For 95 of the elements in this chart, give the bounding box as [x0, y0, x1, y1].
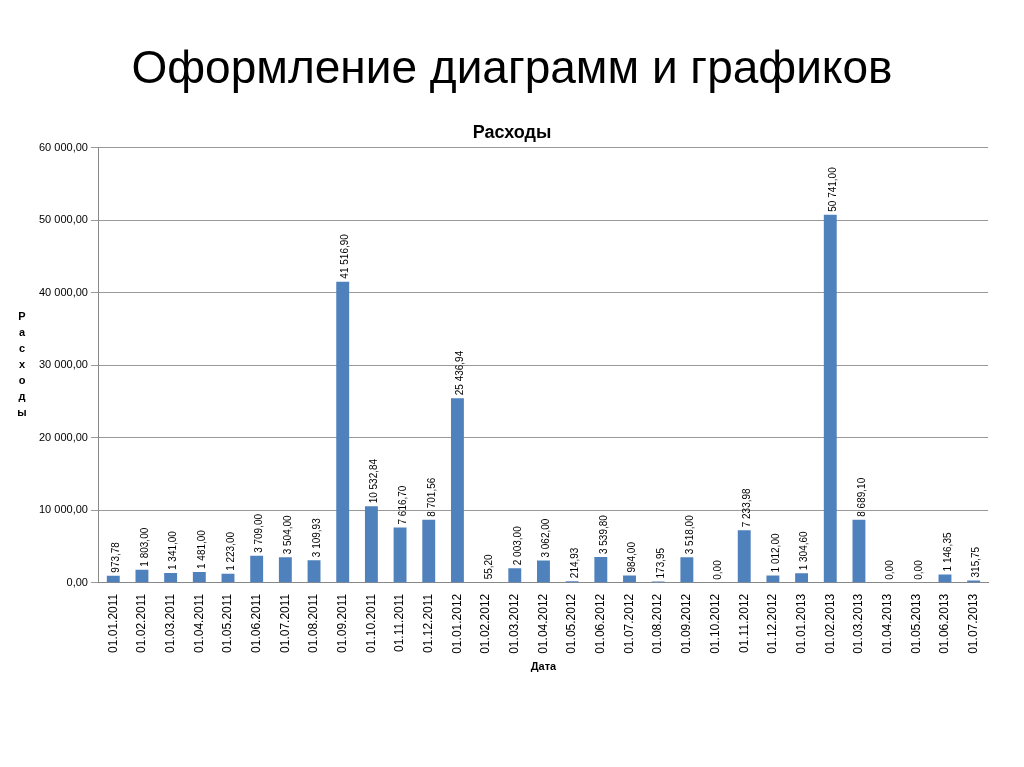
x-tick-label: 01.10.2011 [363, 593, 378, 653]
x-tick-label: 01.09.2012 [679, 593, 694, 654]
data-label: 0,00 [712, 559, 724, 580]
data-label: 1 146,35 [941, 532, 953, 572]
bar [192, 572, 206, 583]
data-label: 3 109,93 [310, 517, 322, 558]
x-tick-label: 01.07.2012 [621, 593, 636, 654]
y-tick-label: 0,00 [66, 575, 88, 588]
data-label: 10 532,84 [368, 458, 380, 504]
data-label: 1 223,00 [224, 531, 236, 571]
x-tick-label: 01.03.2013 [851, 593, 866, 654]
x-tick-label: 01.04.2012 [535, 593, 550, 654]
bar [307, 560, 321, 583]
x-tick-label: 01.04.2013 [879, 593, 894, 654]
x-axis-title: Дата [530, 660, 558, 673]
bar [623, 575, 636, 583]
data-label: 3 518,00 [683, 514, 695, 555]
x-tick-label: 01.09.2011 [335, 593, 350, 653]
data-label: 3 062,00 [540, 518, 552, 558]
bar [250, 555, 264, 583]
y-axis-title: Расходы [17, 310, 27, 419]
bar [450, 398, 464, 583]
data-label: 973,78 [110, 541, 122, 573]
bar [364, 506, 378, 583]
bar [594, 557, 608, 583]
x-tick-label: 01.03.2011 [162, 593, 177, 653]
bar [336, 281, 350, 583]
y-tick-label: 60 000,00 [39, 140, 88, 153]
x-tick-label: 01.01.2012 [449, 593, 464, 654]
data-label: 2 003,00 [511, 525, 523, 566]
bar [106, 575, 120, 583]
x-tick-label: 01.07.2011 [277, 593, 292, 653]
x-tick-label: 01.11.2011 [392, 593, 407, 653]
data-label: 7 233,98 [740, 487, 752, 528]
data-label: 8 689,10 [855, 477, 867, 517]
bar [680, 557, 694, 583]
x-tick-label: 01.11.2012 [736, 593, 751, 653]
data-label: 50 741,00 [827, 166, 839, 212]
x-tick-label: 01.01.2013 [793, 593, 808, 654]
x-tick-label: 01.04.2011 [191, 593, 206, 653]
x-tick-label: 01.02.2013 [822, 593, 837, 654]
chart-title: Оформление диаграмм и графиков [130, 40, 894, 94]
data-label: 214,93 [568, 547, 580, 579]
data-label: 1 341,00 [167, 530, 179, 571]
bar [852, 519, 866, 583]
bar [164, 573, 178, 583]
x-tick-label: 01.12.2011 [421, 593, 436, 653]
data-label: 173,95 [654, 547, 666, 579]
x-tick-label: 01.10.2012 [707, 593, 722, 654]
x-tick-label: 01.06.2012 [593, 593, 608, 654]
x-tick-label: 01.07.2013 [965, 593, 980, 654]
data-label: 0,00 [913, 559, 925, 580]
data-label: 1 481,00 [196, 529, 208, 569]
x-tick-label: 01.08.2011 [306, 593, 321, 653]
data-label: 315,75 [970, 546, 982, 578]
data-label: 1 803,00 [138, 527, 150, 567]
data-label: 984,00 [626, 541, 638, 573]
x-tick-label: 01.02.2011 [134, 593, 149, 653]
data-label: 8 701,56 [425, 477, 437, 517]
data-label: 0,00 [884, 559, 896, 580]
data-label: 1 304,60 [798, 530, 810, 571]
x-tick-label: 01.03.2012 [507, 593, 522, 654]
data-label: 25 436,94 [454, 350, 466, 396]
y-tick-label: 40 000,00 [39, 285, 88, 298]
x-tick-label: 01.12.2012 [765, 593, 780, 654]
x-tick-label: 01.05.2012 [564, 593, 579, 654]
bar [795, 573, 809, 583]
bar [537, 560, 550, 583]
bar [938, 574, 952, 583]
bar [393, 527, 407, 583]
bar [278, 557, 292, 583]
bar [422, 519, 436, 583]
x-tick-label: 01.06.2011 [248, 593, 263, 653]
x-tick-label: 01.01.2011 [105, 593, 120, 653]
data-label: 1 012,00 [769, 533, 781, 573]
x-tick-label: 01.02.2012 [478, 593, 493, 654]
bar [737, 530, 751, 583]
x-tick-label: 01.05.2011 [220, 593, 235, 653]
bar [766, 575, 780, 583]
data-label: 7 616,70 [396, 485, 408, 525]
bar [823, 214, 837, 583]
y-tick-label: 10 000,00 [39, 503, 88, 516]
data-label: 3 539,80 [597, 514, 609, 555]
x-tick-label: 01.05.2013 [908, 593, 923, 654]
data-label: 55,20 [482, 553, 494, 580]
y-tick-label: 30 000,00 [39, 358, 88, 371]
bar [508, 568, 522, 583]
data-label: 3 709,00 [253, 513, 265, 553]
chart-subtitle: Расходы [472, 121, 552, 142]
y-tick-label: 50 000,00 [39, 213, 88, 226]
x-tick-label: 01.08.2012 [650, 593, 665, 654]
y-tick-label: 20 000,00 [39, 430, 88, 443]
x-tick-label: 01.06.2013 [937, 593, 952, 654]
data-label: 41 516,90 [339, 233, 351, 279]
data-label: 3 504,00 [282, 514, 294, 555]
